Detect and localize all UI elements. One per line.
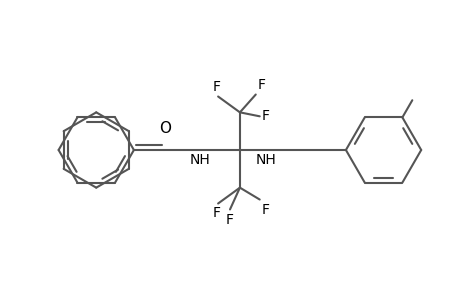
Text: O: O — [159, 121, 171, 136]
Text: F: F — [212, 80, 220, 94]
Text: NH: NH — [255, 153, 275, 167]
Text: F: F — [257, 77, 265, 92]
Text: NH: NH — [189, 153, 210, 167]
Text: F: F — [261, 109, 269, 123]
Text: F: F — [225, 213, 234, 227]
Text: F: F — [212, 206, 220, 220]
Text: F: F — [261, 202, 269, 217]
